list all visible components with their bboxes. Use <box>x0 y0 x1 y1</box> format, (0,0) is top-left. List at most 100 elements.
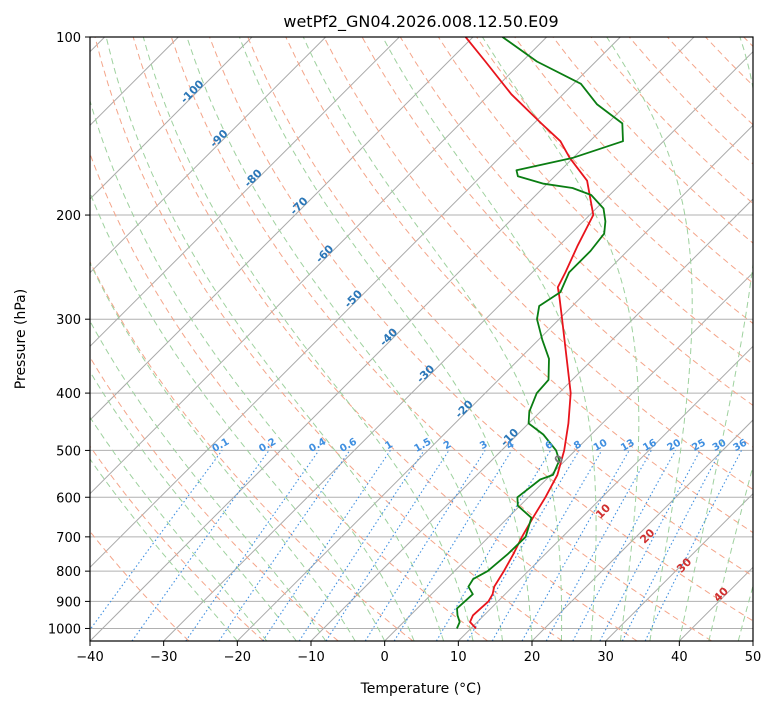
y-tick-label: 400 <box>56 387 81 402</box>
dry-adiabat-line <box>209 37 753 622</box>
dry-adiabat-line <box>90 152 488 641</box>
mixing-ratio-line <box>599 450 701 641</box>
mixing-ratio-label: 36 <box>731 437 749 454</box>
moist-adiabat-line <box>90 458 238 641</box>
moist-adiabat-line <box>90 261 356 641</box>
isotherm-line <box>531 419 753 641</box>
mixing-ratio-line <box>467 450 580 641</box>
temperature-line <box>464 37 595 630</box>
mixing-ratio-label: 13 <box>619 437 637 454</box>
isotherm-label: -40 <box>377 325 400 348</box>
mixing-ratio-line <box>364 450 486 641</box>
dewpoint-line <box>456 37 624 629</box>
dry-adiabat-line <box>132 37 638 641</box>
mixing-ratio-label: 25 <box>690 437 708 454</box>
dry-adiabat-line <box>743 37 753 48</box>
mixing-ratio-label: 1 <box>383 439 395 452</box>
mixing-ratio-label: 16 <box>641 437 659 454</box>
isotherm-line <box>90 37 621 569</box>
x-tick-label: 50 <box>745 650 762 665</box>
mixing-ratio-line <box>393 450 513 641</box>
moist-adiabat-line <box>90 320 327 641</box>
y-tick-label: 500 <box>56 444 81 459</box>
moist-adiabat-line <box>737 584 753 641</box>
moist-adiabat-line <box>606 37 693 641</box>
x-axis-label: Temperature (°C) <box>360 681 482 697</box>
dry-adiabat-line <box>514 37 753 284</box>
moist-adiabat-line <box>90 416 268 641</box>
mixing-ratio-label: 0.1 <box>210 436 231 454</box>
x-tick-label: −30 <box>150 650 177 665</box>
dry-adiabat-line <box>90 445 264 641</box>
mixing-ratio-label: 4 <box>505 439 517 452</box>
dry-adiabat-line <box>552 37 753 244</box>
x-tick-label: −20 <box>224 650 251 665</box>
isotherm-line <box>90 37 474 421</box>
sounding-series <box>456 37 624 630</box>
dry-adiabat-line <box>90 260 414 641</box>
moist-adiabat-line <box>678 37 753 641</box>
isotherm-label: -80 <box>242 166 265 189</box>
dry-adiabat-line <box>94 37 563 641</box>
mixing-ratio-line <box>90 450 223 631</box>
isotherm-line <box>236 124 753 641</box>
y-tick-label: 100 <box>56 31 81 46</box>
y-tick-label: 1000 <box>48 622 81 637</box>
mixing-ratio-label: 30 <box>711 437 729 454</box>
moist-adiabat-line <box>238 37 533 641</box>
isotherm-label: -60 <box>313 242 336 265</box>
isotherm-line <box>90 37 548 495</box>
x-tick-label: 40 <box>671 650 688 665</box>
y-axis-label: Pressure (hPa) <box>13 289 29 389</box>
mixing-ratio-label: 0.4 <box>307 436 328 454</box>
mixing-ratio-line <box>572 450 676 641</box>
isotherm-line <box>678 566 753 641</box>
dry-adiabat-line <box>285 37 753 534</box>
isotherm-line <box>90 37 253 200</box>
mixing-ratio-line <box>644 450 742 641</box>
dry-adiabat-line <box>590 37 753 205</box>
isotherm-line <box>457 345 753 641</box>
isotherm-label: -90 <box>207 127 230 150</box>
mixing-ratio-line <box>185 450 320 641</box>
moist-adiabat-line <box>142 37 474 641</box>
mixing-ratio-label: 8 <box>572 439 584 452</box>
mixing-ratio-line <box>325 450 450 641</box>
isotherm-label: -20 <box>453 397 476 420</box>
mixing-ratio-line <box>262 450 391 641</box>
dry-adiabat-line <box>437 37 753 365</box>
mixing-ratio-line <box>521 450 630 641</box>
mixing-ratio-label: 2 <box>442 439 454 452</box>
mixing-ratio-line <box>131 450 270 641</box>
background-lines <box>90 37 753 641</box>
axes: −40 −30 −20 −10 0 10 20 30 40 5010020030040050060… <box>48 31 761 665</box>
plot-frame <box>89 36 754 642</box>
y-tick-label: 900 <box>56 595 81 610</box>
isotherm-label: -50 <box>342 287 365 310</box>
dry-adiabat-line <box>90 356 339 641</box>
moist-adiabat-label: 20 <box>637 526 657 546</box>
mixing-ratio-line <box>218 450 351 641</box>
y-tick-label: 700 <box>56 531 81 546</box>
x-tick-label: −10 <box>297 650 324 665</box>
isotherm-line <box>605 492 753 641</box>
dry-adiabat-line <box>247 37 753 577</box>
moist-adiabat-line <box>105 37 445 641</box>
moist-adiabat-line <box>90 191 386 641</box>
dry-adiabat-line <box>705 37 753 87</box>
dry-adiabat-line <box>170 37 712 641</box>
x-tick-label: 10 <box>450 650 467 665</box>
mixing-ratio-line <box>298 450 425 641</box>
isotherm-label: -70 <box>287 194 310 217</box>
mixing-ratio-label: 3 <box>478 439 490 452</box>
isotherm-line <box>163 50 753 641</box>
isotherm-label: -30 <box>414 362 437 385</box>
y-tick-label: 600 <box>56 491 81 506</box>
y-tick-label: 800 <box>56 565 81 580</box>
isotherm-line <box>90 37 400 348</box>
x-tick-label: 20 <box>524 650 541 665</box>
mixing-ratio-line <box>621 450 722 641</box>
mixing-ratio-label: 6 <box>544 439 556 452</box>
dry-adiabat-line <box>667 37 753 126</box>
